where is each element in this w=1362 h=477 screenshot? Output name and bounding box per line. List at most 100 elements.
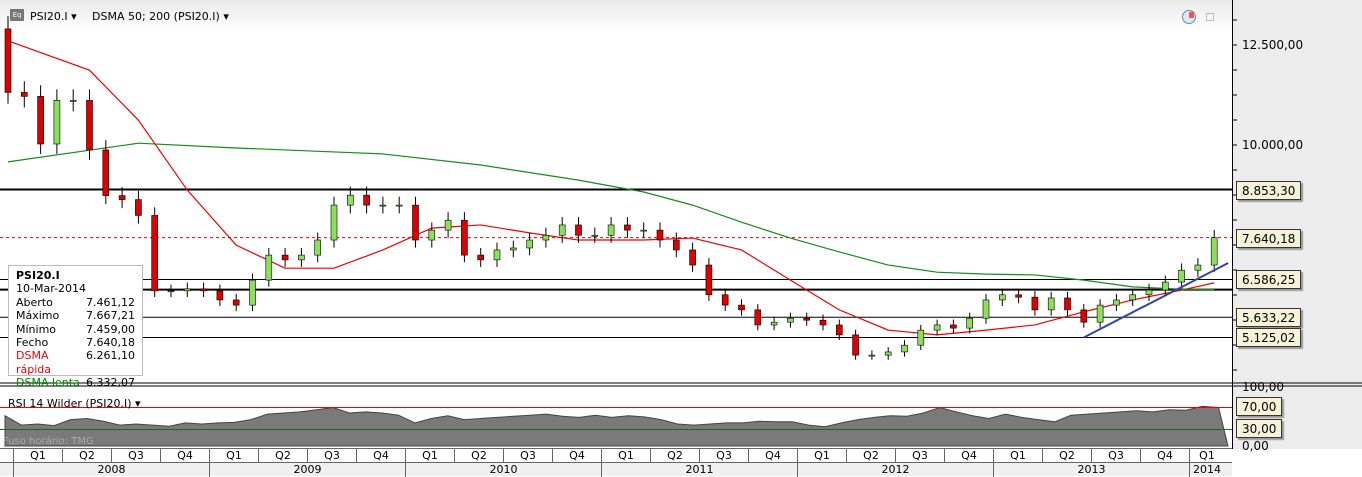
- candle-body: [200, 288, 207, 292]
- info-row: Máximo 7.667,21: [16, 309, 135, 322]
- year-label: 2013: [993, 463, 1189, 477]
- quarter-label: Q4: [552, 449, 601, 463]
- candle-body: [1178, 269, 1185, 283]
- candle-body: [1031, 296, 1039, 311]
- rsi-tick: 100,00: [1242, 380, 1284, 394]
- price-axis: [1232, 0, 1362, 449]
- candle-body: [346, 194, 354, 206]
- candle-body: [412, 204, 419, 241]
- tick-label: 12.500,00: [1242, 38, 1304, 52]
- candle-body: [265, 254, 273, 281]
- candle-body: [705, 264, 713, 296]
- candle-body: [379, 204, 387, 207]
- candle-body: [575, 224, 582, 236]
- candle-body: [526, 239, 533, 249]
- year-label: 2008: [13, 463, 209, 477]
- trend-line: [1083, 262, 1229, 339]
- sma-line: [7, 142, 1215, 291]
- equity-icon: Eq: [10, 9, 24, 21]
- candle-body: [591, 234, 599, 237]
- candle-body: [1129, 294, 1136, 301]
- candle-body: [86, 100, 93, 151]
- candle-body: [298, 254, 305, 261]
- candle-body: [803, 317, 811, 321]
- candle-body: [216, 290, 224, 301]
- candle-body: [558, 224, 566, 236]
- candle-body: [624, 224, 631, 231]
- quarter-label: Q1: [797, 449, 846, 463]
- quarter-label: Q4: [160, 449, 209, 463]
- quarter-axis: Q1 Q2 Q3 Q4 Q1 Q2 Q3 Q4 Q1 Q2 Q3 Q4 Q1 Q2 Q3 Q4 Q1 Q2 Q3 Q4…: [0, 448, 1232, 463]
- quarter-label: Q2: [1042, 449, 1091, 463]
- price-label: 5.125,02: [1236, 328, 1302, 348]
- candle-body: [689, 249, 696, 266]
- candle-body: [607, 224, 615, 236]
- candle-body: [249, 279, 256, 306]
- quarter-label: Q2: [650, 449, 699, 463]
- candle-body: [738, 304, 745, 311]
- info-value: 7.667,21: [86, 309, 135, 323]
- candle-body: [770, 321, 778, 326]
- quarter-label: Q3: [503, 449, 552, 463]
- info-label: Aberto: [16, 295, 53, 309]
- candle-body: [1113, 299, 1120, 306]
- candle-body: [477, 254, 485, 261]
- year-label: 2014: [1189, 463, 1224, 477]
- quarter-label: Q2: [62, 449, 111, 463]
- quarter-label: Q2: [846, 449, 895, 463]
- rsi-label-30: 30,00: [1236, 419, 1283, 438]
- symbol-dropdown[interactable]: PSI20.I ▾: [30, 10, 77, 23]
- price-label: 8.853,30: [1236, 180, 1302, 200]
- candle-body: [330, 204, 338, 241]
- info-row: Fecho 7.640,18: [16, 336, 135, 349]
- indicator-dropdown[interactable]: DSMA 50; 200 (PSI20.I) ▾: [92, 10, 229, 23]
- candle-body: [461, 219, 468, 256]
- candle-body: [135, 199, 142, 216]
- quarter-label: Q1: [601, 449, 650, 463]
- candle-body: [395, 204, 403, 207]
- candle-body: [721, 294, 729, 306]
- info-date: 10-Mar-2014: [16, 282, 86, 296]
- quarter-label: Q1: [405, 449, 454, 463]
- rsi-area: [4, 405, 1229, 447]
- info-label: DSMA lenta: [16, 376, 80, 390]
- candle-body: [102, 149, 110, 196]
- quarter-label: Q2: [258, 449, 307, 463]
- info-row: Aberto 7.461,12: [16, 296, 135, 309]
- quarter-label: Q1: [13, 449, 62, 463]
- candle-body: [1194, 264, 1202, 271]
- candle-body: [167, 290, 175, 293]
- quarter-label: Q3: [1091, 449, 1140, 463]
- candle-body: [1047, 297, 1055, 311]
- info-row: DSMA lenta 6.332,07: [16, 376, 135, 389]
- candle-body: [754, 309, 762, 326]
- candle-body: [20, 92, 28, 97]
- year-label: 2011: [601, 463, 797, 477]
- clock-icon[interactable]: [1182, 10, 1196, 24]
- candle-body: [1015, 294, 1022, 298]
- maximize-icon[interactable]: [1206, 13, 1214, 21]
- candle-body: [444, 219, 452, 231]
- quarter-label: Q4: [944, 449, 993, 463]
- data-tooltip: PSI20.I 10-Mar-2014 Aberto 7.461,12 Máximo…: [8, 265, 143, 389]
- info-row: Mínimo 7.459,00: [16, 323, 135, 336]
- candle-body: [184, 288, 191, 292]
- candle-body: [363, 194, 370, 206]
- sma-line: [7, 40, 1215, 336]
- candle-body: [884, 351, 892, 356]
- candle-body: [1064, 297, 1071, 311]
- candle-body: [4, 28, 12, 93]
- tick-label: 10.000,00: [1242, 138, 1304, 152]
- candle-body: [1210, 237, 1218, 266]
- rsi-dropdown[interactable]: RSI 14 Wilder (PSI20.I) ▾: [8, 397, 141, 410]
- candle-body: [53, 100, 61, 145]
- info-value: 7.459,00: [86, 322, 135, 336]
- candle-body: [151, 215, 158, 292]
- candle-body: [118, 195, 126, 200]
- quarter-label: Q4: [356, 449, 405, 463]
- chart-toolbar: [0, 0, 1232, 32]
- candle-body: [917, 329, 925, 346]
- candle-body: [933, 324, 941, 331]
- candle-body: [819, 319, 827, 326]
